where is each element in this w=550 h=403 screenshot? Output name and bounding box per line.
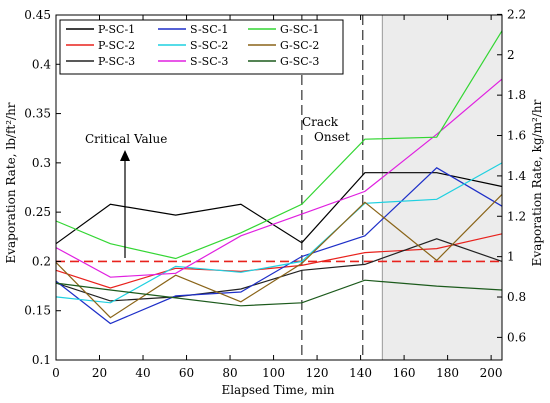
y2-tick-label: 1.2 [507,209,526,223]
legend-label: S-SC-1 [190,23,228,36]
legend-label: P-SC-1 [98,23,135,36]
y-tick-label: 0.4 [32,57,51,71]
x-tick-label: 120 [306,366,329,380]
legend-label: P-SC-3 [98,55,135,68]
series-line-s-sc-3 [55,78,503,278]
y2-tick-label: 1.8 [507,88,526,102]
series-line-g-sc-3 [55,279,503,307]
x-tick-label: 100 [262,366,285,380]
legend-label: S-SC-3 [190,55,228,68]
series-line-g-sc-1 [55,30,503,260]
y-tick-label: 0.45 [24,8,51,22]
crack-onset-line2: Onset [314,130,350,144]
y2-tick-label: 0.8 [507,290,526,304]
x-tick-label: 180 [436,366,459,380]
crack-onset-annotation: Crack Onset [302,115,350,144]
y-tick-label: 0.35 [24,107,51,121]
legend-label: S-SC-2 [190,39,228,52]
y-axis-ticks: 0.1 0.15 0.2 0.25 0.3 0.35 0.4 0.45 [24,8,61,367]
plot-frame [55,14,503,361]
y2-axis-title: Evaporation Rate, kg/m²/hr [530,99,544,266]
x-tick-label: 160 [393,366,416,380]
series-layer [55,30,503,325]
x-tick-label: 0 [52,366,60,380]
crack-onset-line1: Crack [302,115,339,129]
x-tick-label: 200 [480,366,503,380]
x-axis-title: Elapsed Time, min [221,383,334,397]
critical-value-arrowhead [120,150,130,161]
y2-axis-ticks: 0.6 0.8 1 1.2 1.4 1.6 1.8 2 2.2 [497,7,526,344]
y2-tick-label: 1.4 [507,169,526,183]
shaded-region [382,15,502,360]
series-line-s-sc-2 [55,162,503,304]
x-tick-label: 40 [135,366,150,380]
x-axis-ticks: 0 20 40 60 80 100 120 140 160 180 200 [52,15,503,380]
critical-value-label: Critical Value [85,132,167,146]
series-line-p-sc-2 [55,233,503,289]
y2-tick-label: 2.2 [507,7,526,21]
legend-box [59,19,344,75]
y-tick-label: 0.1 [32,353,51,367]
y-tick-label: 0.25 [24,205,51,219]
y-tick-label: 0.3 [32,156,51,170]
y2-tick-label: 0.6 [507,330,526,344]
legend-label: G-SC-3 [280,55,319,68]
x-tick-label: 60 [179,366,194,380]
x-tick-label: 20 [92,366,107,380]
series-line-g-sc-2 [55,193,503,319]
y-axis-title: Evaporation Rate, lb/ft²/hr [4,102,18,263]
critical-value-annotation: Critical Value [85,132,167,258]
series-line-p-sc-3 [55,238,503,302]
y-tick-label: 0.2 [32,254,51,268]
y2-tick-label: 1 [507,250,515,264]
series-line-p-sc-1 [55,172,503,245]
legend-label: P-SC-2 [98,39,135,52]
legend: P-SC-1 P-SC-2 P-SC-3 S-SC-1 S-SC-2 S-SC-3 G-SC… [59,19,344,75]
x-tick-label: 140 [349,366,372,380]
x-tick-label: 80 [222,366,237,380]
series-line-s-sc-1 [55,167,503,325]
y-tick-label: 0.15 [24,304,51,318]
y2-tick-label: 1.6 [507,129,526,143]
legend-label: G-SC-2 [280,39,319,52]
critical-value-layer [56,15,502,360]
legend-label: G-SC-1 [280,23,319,36]
y2-tick-label: 2 [507,48,515,62]
